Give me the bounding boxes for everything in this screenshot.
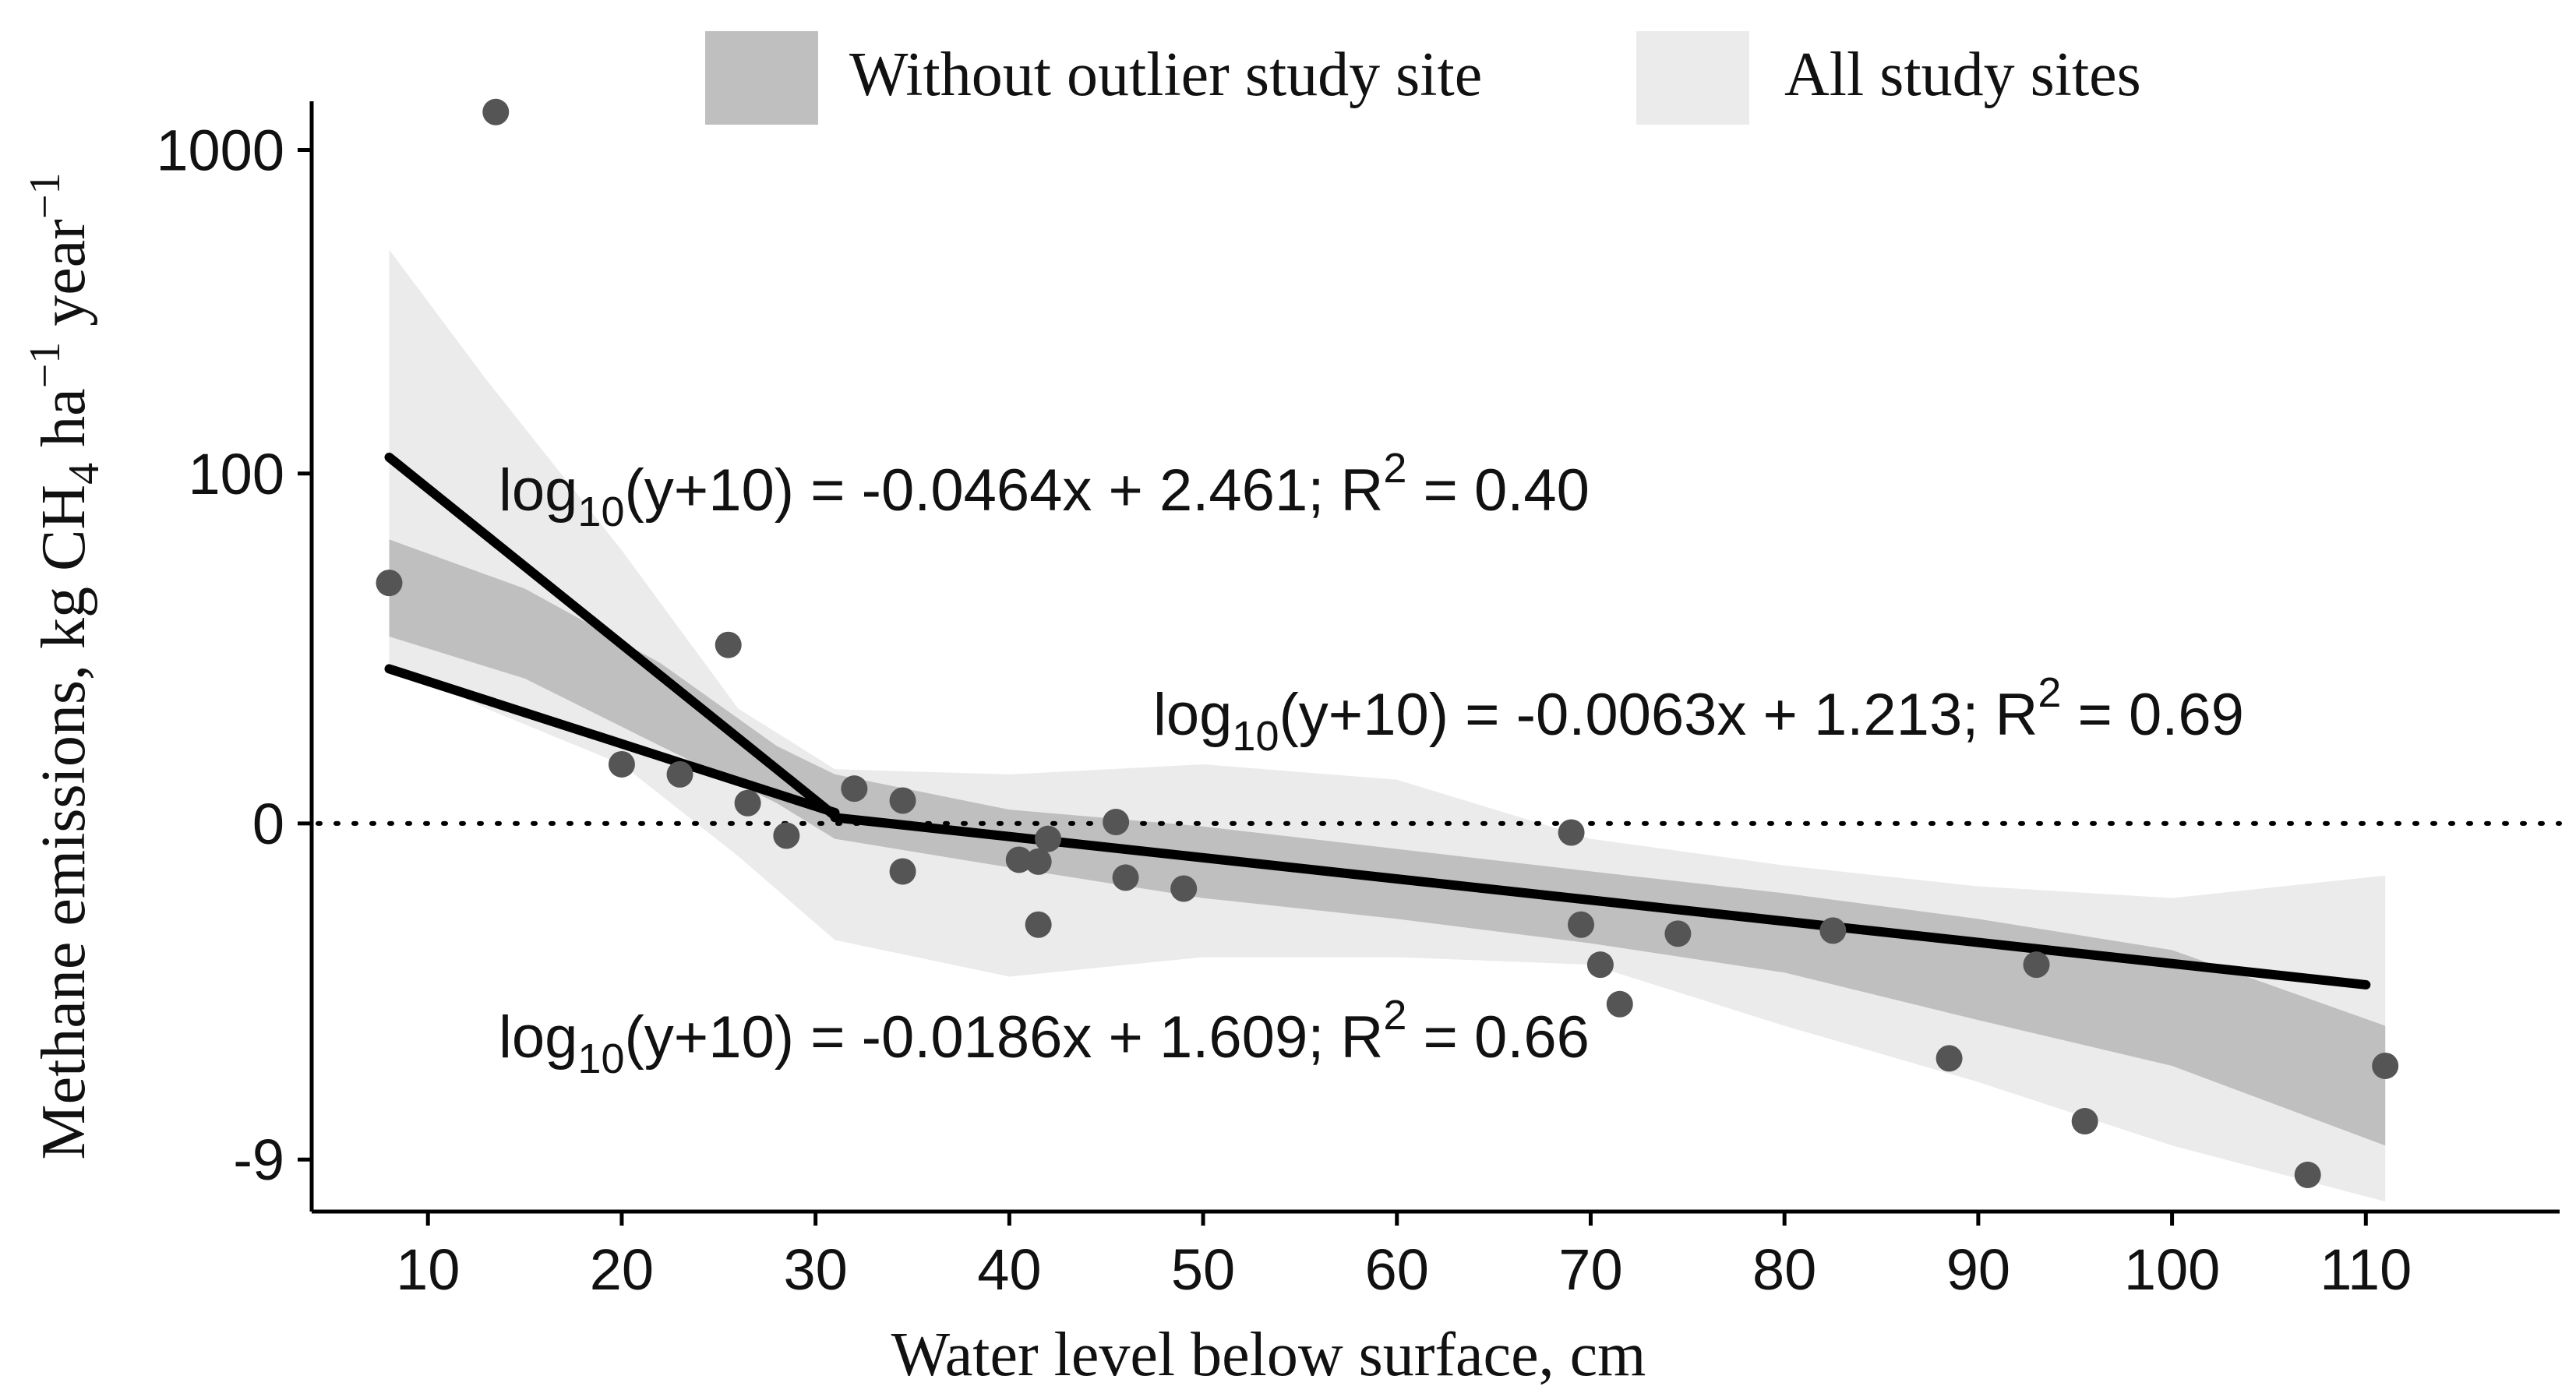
data-point	[1936, 1045, 1963, 1072]
fit-line-steep	[384, 452, 840, 821]
x-tick-label: 110	[2320, 1237, 2412, 1302]
x-tick-label: 60	[1365, 1237, 1429, 1302]
x-tick-label: 80	[1752, 1237, 1816, 1302]
y-axis-title: Methane emissions, kg CH4 ha−1 year−1	[21, 173, 108, 1160]
data-point	[1112, 864, 1139, 891]
data-point	[2294, 1161, 2321, 1188]
data-point	[376, 570, 403, 597]
data-point	[889, 858, 916, 885]
data-point	[2023, 951, 2050, 979]
equation-deep: log10(y+10) = -0.0063x + 1.213; R2 = 0.6…	[1153, 669, 2244, 760]
data-point	[1586, 951, 1614, 979]
legend-key-without-outlier	[705, 31, 818, 125]
data-point	[715, 631, 742, 658]
data-point	[608, 750, 635, 778]
data-point	[1664, 920, 1692, 947]
y-axis-title-sup1: −1	[21, 342, 69, 389]
x-tick-label: 90	[1946, 1237, 2010, 1302]
x-tick-label: 30	[783, 1237, 847, 1302]
data-point	[1035, 825, 1062, 852]
data-point	[2071, 1108, 2098, 1135]
data-point	[1819, 917, 1847, 944]
fit-line-deep	[830, 813, 2371, 990]
data-point	[1558, 819, 1585, 846]
data-point	[773, 822, 800, 849]
confidence-bands	[389, 249, 2386, 1202]
data-point	[1170, 875, 1198, 902]
legend-label-without-outlier: Without outlier study site	[849, 41, 1482, 109]
y-axis-title-mid2: year	[30, 219, 98, 342]
equation-without-outlier: log10(y+10) = -0.0186x + 1.609; R2 = 0.6…	[499, 992, 1590, 1082]
data-point	[482, 98, 510, 125]
data-point	[666, 760, 693, 788]
axes: -9 0 100 1000 10 20 30 40 50 60 70 80 90 100 110	[156, 101, 2560, 1302]
x-axis-title: Water level below surface, cm	[891, 1321, 1646, 1389]
data-points	[376, 98, 2399, 1188]
y-axis-ticks: -9 0 100 1000	[156, 118, 312, 1192]
legend: Without outlier study site All study sit…	[705, 31, 2141, 125]
data-point	[1103, 809, 1130, 836]
y-tick-label: 1000	[156, 118, 284, 182]
x-tick-label: 40	[977, 1237, 1041, 1302]
legend-key-all-sites	[1636, 31, 1749, 125]
equation-annotations: log10(y+10) = -0.0464x + 2.461; R2 = 0.4…	[499, 445, 2244, 1082]
x-tick-label: 50	[1171, 1237, 1235, 1302]
x-tick-label: 100	[2124, 1237, 2220, 1302]
data-point	[1005, 846, 1032, 873]
y-tick-label: -9	[233, 1127, 284, 1192]
equation-steep: log10(y+10) = -0.0464x + 2.461; R2 = 0.4…	[499, 445, 1590, 535]
y-axis-title-prefix: Methane emissions, kg CH	[30, 485, 98, 1160]
data-point	[1025, 911, 1052, 938]
y-axis-title-sup2: −1	[21, 173, 69, 220]
data-point	[889, 787, 916, 814]
data-point	[1568, 911, 1595, 938]
data-point	[734, 789, 761, 817]
y-axis-title-text: Methane emissions, kg CH4 ha−1 year−1	[21, 173, 108, 1160]
fit-line-without-outlier	[384, 664, 840, 817]
data-point	[1606, 990, 1633, 1018]
fit-lines	[384, 452, 2371, 990]
x-tick-label: 10	[396, 1237, 460, 1302]
data-point	[2372, 1052, 2399, 1079]
data-point	[841, 775, 868, 803]
x-tick-label: 20	[590, 1237, 654, 1302]
x-axis-ticks: 10 20 30 40 50 60 70 80 90 100 110	[396, 1212, 2412, 1302]
y-tick-label: 0	[252, 792, 284, 856]
y-tick-label: 100	[189, 442, 284, 506]
y-axis-title-sub: 4	[60, 463, 108, 485]
confidence-band-without-outlier	[389, 539, 2386, 1146]
legend-label-all-sites: All study sites	[1784, 41, 2141, 109]
x-tick-label: 70	[1558, 1237, 1622, 1302]
y-axis-title-mid: ha	[30, 388, 98, 463]
data-point	[1025, 848, 1052, 875]
